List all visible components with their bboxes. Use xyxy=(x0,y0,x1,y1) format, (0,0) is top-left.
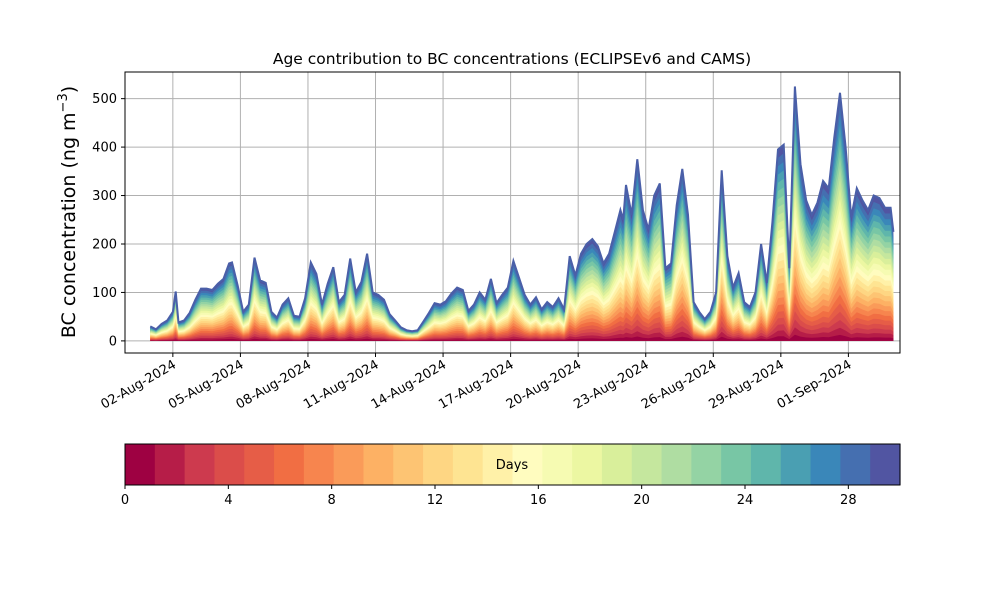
colorbar-tick-label: 24 xyxy=(737,493,754,508)
colorbar-swatch xyxy=(542,444,573,485)
colorbar-swatch xyxy=(303,444,335,485)
plot-frame xyxy=(124,71,901,354)
colorbar-swatch xyxy=(184,444,216,485)
colorbar-swatch xyxy=(482,444,514,485)
y-axis-label-main: BC concentration (ng m xyxy=(58,112,80,338)
stacked-age-areas xyxy=(149,86,895,341)
colorbar-swatch xyxy=(572,444,603,485)
colorbar-tick-label: 16 xyxy=(530,493,547,508)
y-tick-label: 300 xyxy=(92,189,117,204)
colorbar-tick-label: 4 xyxy=(224,493,232,508)
chart-title: Age contribution to BC concentrations (E… xyxy=(273,50,751,68)
colorbar-swatch xyxy=(363,444,394,485)
colorbar-tick-label: 20 xyxy=(633,493,650,508)
y-axis-label: BC concentration (ng m−3) xyxy=(56,86,80,338)
colorbar-swatch xyxy=(452,444,484,485)
colorbar-swatch xyxy=(244,444,275,485)
y-tick-label: 100 xyxy=(92,286,117,301)
colorbar-swatch xyxy=(274,444,305,485)
colorbar-tick-label: 28 xyxy=(840,493,857,508)
colorbar-swatch xyxy=(870,444,901,485)
colorbar-label: Days xyxy=(496,458,529,473)
colorbar-swatch xyxy=(154,444,186,485)
y-tick-label: 0 xyxy=(109,334,117,349)
y-axis-label-close: ) xyxy=(58,86,80,93)
colorbar-frame xyxy=(124,443,901,486)
total-outline xyxy=(149,86,895,333)
colorbar-swatch xyxy=(810,444,841,485)
y-tick-label: 400 xyxy=(92,141,117,156)
colorbar: 0 4 8 12 16 20 24 28 xyxy=(121,443,901,508)
y-tick-label: 500 xyxy=(92,92,117,107)
colorbar-swatch xyxy=(393,444,424,485)
age-band-area xyxy=(150,334,894,341)
y-axis-label-superscript: −3 xyxy=(56,93,71,112)
colorbar-swatch xyxy=(780,444,812,485)
colorbar-swatch xyxy=(512,444,543,485)
colorbar-swatch xyxy=(333,444,365,485)
y-tick-label: 200 xyxy=(92,237,117,252)
colorbar-swatch xyxy=(601,444,633,485)
colorbar-swatch xyxy=(691,444,722,485)
colorbar-swatch xyxy=(423,444,454,485)
colorbar-swatch xyxy=(214,444,245,485)
colorbar-tick-label: 12 xyxy=(427,493,444,508)
colorbar-swatch xyxy=(125,444,156,485)
colorbar-tick-label: 0 xyxy=(121,493,129,508)
colorbar-tick-label: 8 xyxy=(328,493,336,508)
colorbar-swatch xyxy=(631,444,663,485)
colorbar-swatch xyxy=(750,444,782,485)
colorbar-swatch xyxy=(721,444,752,485)
colorbar-swatch xyxy=(661,444,692,485)
colorbar-swatch xyxy=(840,444,871,485)
